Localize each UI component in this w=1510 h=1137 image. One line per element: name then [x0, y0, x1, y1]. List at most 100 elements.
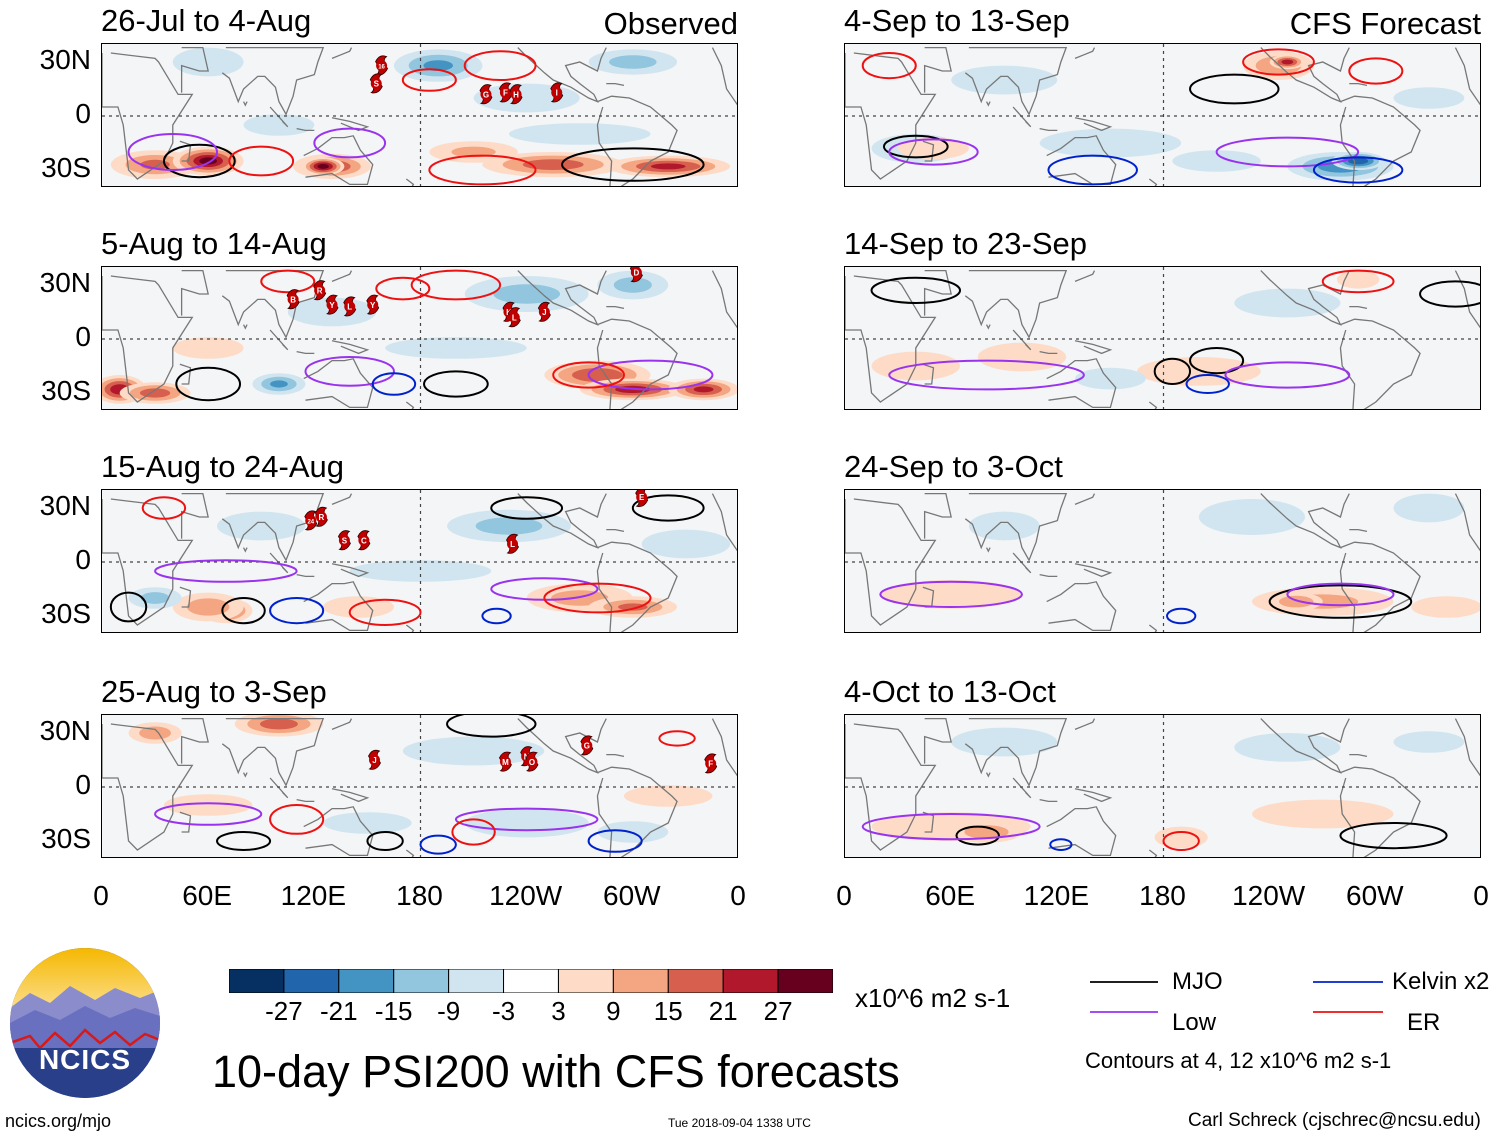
- contour-er: [428, 154, 537, 186]
- colorbar-swatch: [777, 968, 834, 994]
- lat-tick-label: 30N: [39, 267, 91, 298]
- contour-note: Contours at 4, 12 x10^6 m2 s-1: [1085, 1048, 1392, 1073]
- storm-marker: S: [369, 73, 383, 94]
- storm-marker: B: [286, 289, 300, 310]
- anomaly-blob: [1136, 357, 1261, 386]
- storm-marker: I: [550, 82, 564, 103]
- anomaly-blob: [243, 114, 315, 136]
- storm-marker: F: [704, 753, 718, 774]
- lat-tick-label: 0: [75, 544, 91, 575]
- coastlines: [102, 269, 737, 409]
- contour-low: [154, 802, 263, 826]
- contour-kelvin: [1166, 607, 1197, 625]
- contour-er: [375, 276, 431, 301]
- lon-tick-label: 0: [93, 880, 109, 911]
- contour-er: [1162, 831, 1200, 851]
- map-panel-2: BRYLYKLJD: [101, 266, 738, 410]
- contour-kelvin: [481, 607, 512, 625]
- map-panel-6: JMNOGF: [101, 714, 738, 858]
- contour-mjo: [1339, 822, 1448, 850]
- storm-marker: 24: [304, 510, 318, 531]
- lat-tick-label: 30N: [39, 490, 91, 521]
- storm-id: L: [510, 540, 515, 549]
- storm-marker: S: [337, 530, 351, 551]
- anomaly-blob: [464, 276, 589, 312]
- anomaly-blob: [1393, 493, 1465, 523]
- anomaly-blob: [606, 155, 731, 178]
- storm-marker: L: [507, 307, 521, 328]
- contour-mjo: [1268, 584, 1413, 619]
- site-url[interactable]: ncics.org/mjo: [5, 1111, 112, 1131]
- anomaly-blob: [128, 722, 182, 744]
- anomaly-blob: [172, 337, 244, 359]
- storm-id: C: [361, 536, 367, 545]
- lon-tick-label: 60E: [182, 880, 233, 911]
- colorbar-swatch: [667, 968, 724, 994]
- contour-low: [127, 133, 219, 171]
- colorbar-swatch: [283, 968, 340, 994]
- contour-low: [861, 813, 1041, 841]
- anomaly-blob: [1251, 799, 1394, 829]
- anomaly-blob: [951, 65, 1058, 95]
- colorbar-swatch: [503, 968, 559, 994]
- storm-marker: M: [498, 751, 512, 772]
- colorbar-tick-label: 3: [551, 996, 566, 1026]
- panel-title-1: 4-Sep to 13-Sep: [844, 3, 1070, 38]
- contour-legend-lines: [1090, 981, 1383, 1013]
- contour-low: [154, 559, 298, 583]
- map-svg-2: BRYLYKLJD: [102, 267, 737, 409]
- ncics-logo: NCICS: [10, 948, 160, 1098]
- contour-kelvin: [1049, 838, 1073, 852]
- map-svg-0: 16 S G F H I: [102, 44, 737, 186]
- lat-tick-label: 30S: [41, 598, 91, 629]
- colorbar-swatch: [393, 968, 450, 994]
- lat-tick-label: 30S: [41, 152, 91, 183]
- legend-label-mjo: MJO: [1172, 968, 1223, 995]
- colorbar-tick-label: -9: [437, 996, 461, 1026]
- storm-marker: G: [479, 84, 493, 105]
- colorbar-tick-label: 21: [708, 996, 738, 1026]
- contour-er: [451, 818, 496, 846]
- colorbar-tick-label: -21: [320, 996, 358, 1026]
- contour-mjo: [1419, 280, 1480, 308]
- coastlines: [845, 492, 1480, 632]
- storm-id: J: [542, 308, 546, 317]
- contour-mjo: [423, 370, 489, 398]
- lat-tick-label: 0: [75, 769, 91, 800]
- storm-id: 24: [307, 520, 314, 526]
- contour-low: [587, 359, 714, 391]
- colorbar: [228, 968, 834, 994]
- lat-tick-label: 0: [75, 321, 91, 352]
- colorbar-swatch: [338, 968, 395, 994]
- logo-text: NCICS: [38, 1044, 132, 1075]
- contour-mjo: [221, 597, 266, 625]
- anomaly-blob: [641, 529, 731, 559]
- storm-marker: H: [509, 84, 523, 105]
- storm-id: R: [319, 513, 325, 522]
- storm-marker: R: [314, 506, 328, 527]
- colorbar-tick-label: 9: [606, 996, 621, 1026]
- anomaly-blob: [323, 812, 412, 834]
- author-credit: Carl Schreck (cjschrec@ncsu.edu): [1188, 1110, 1481, 1131]
- contour-low: [888, 359, 1085, 391]
- contour-low: [888, 138, 979, 166]
- contour-low: [313, 127, 387, 159]
- contour-er: [463, 50, 537, 81]
- contour-er: [401, 68, 457, 92]
- map-svg-5: [845, 490, 1480, 632]
- lat-tick-label: 30N: [39, 715, 91, 746]
- storm-marker: J: [537, 301, 551, 322]
- anomaly-blob: [128, 587, 182, 609]
- lon-tick-label: 60E: [925, 880, 976, 911]
- timestamp: Tue 2018-09-04 1338 UTC: [668, 1116, 811, 1130]
- anomaly-blob: [880, 580, 1022, 609]
- map-panel-3: [844, 266, 1481, 410]
- coastlines: [845, 46, 1480, 186]
- map-svg-3: [845, 267, 1480, 409]
- contour-low: [879, 580, 1023, 609]
- anomaly-blob: [301, 157, 345, 176]
- contour-er: [260, 269, 316, 294]
- lon-tick-label: 180: [396, 880, 443, 911]
- anomaly-blob: [252, 373, 306, 395]
- coastlines: [845, 269, 1480, 409]
